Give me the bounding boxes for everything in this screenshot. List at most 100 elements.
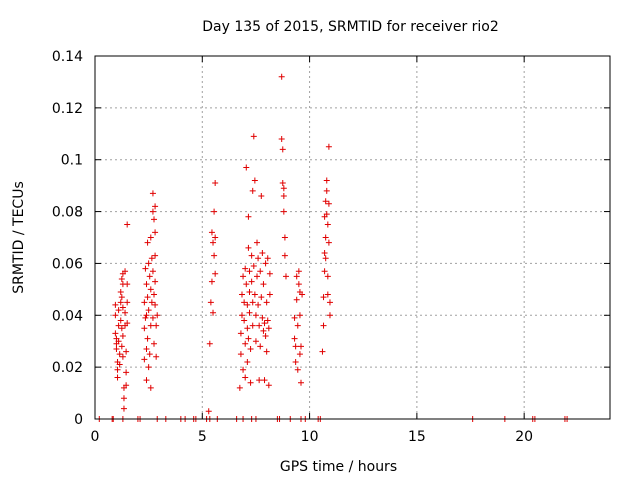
data-point xyxy=(255,255,262,262)
data-point xyxy=(251,177,258,184)
data-point xyxy=(298,379,304,386)
data-point xyxy=(265,325,272,332)
data-point xyxy=(117,299,124,306)
data-point xyxy=(323,177,330,184)
data-point xyxy=(114,374,121,381)
data-point xyxy=(143,377,150,384)
data-point xyxy=(145,364,152,371)
data-point xyxy=(263,299,270,306)
data-point xyxy=(266,291,273,298)
data-point xyxy=(245,213,252,220)
data-point xyxy=(256,377,263,384)
data-point xyxy=(206,340,213,347)
data-point xyxy=(149,314,156,321)
data-point xyxy=(149,208,156,215)
y-tick-label: 0 xyxy=(74,412,83,428)
y-tick-label: 0.12 xyxy=(52,101,83,117)
data-point xyxy=(115,322,122,329)
data-point xyxy=(324,221,331,228)
data-point xyxy=(145,260,152,267)
data-point xyxy=(322,198,329,205)
data-point xyxy=(123,348,130,355)
data-point xyxy=(280,193,287,200)
data-point xyxy=(115,338,122,345)
data-point xyxy=(120,395,127,402)
data-point xyxy=(261,320,268,327)
data-point xyxy=(152,203,159,210)
data-point xyxy=(246,309,253,316)
data-point xyxy=(254,239,261,246)
data-point xyxy=(252,338,259,345)
data-point xyxy=(259,250,266,257)
data-point xyxy=(244,301,251,308)
data-point xyxy=(261,377,268,384)
data-point xyxy=(143,312,150,319)
y-tick-label: 0.02 xyxy=(52,360,83,376)
data-point xyxy=(279,146,286,153)
data-point xyxy=(291,335,298,342)
data-point xyxy=(324,273,331,280)
data-point xyxy=(282,273,289,280)
grid-lines xyxy=(95,56,610,419)
data-point xyxy=(241,299,248,306)
data-point xyxy=(148,299,155,306)
data-point xyxy=(298,343,304,350)
data-point xyxy=(240,366,247,373)
data-point xyxy=(244,358,251,365)
data-point xyxy=(118,325,125,332)
data-point xyxy=(238,291,245,298)
data-point xyxy=(294,322,301,329)
data-point xyxy=(262,260,269,267)
data-point xyxy=(124,299,131,306)
x-tick-label: 15 xyxy=(408,429,426,445)
data-point xyxy=(123,382,130,389)
data-point xyxy=(323,211,330,218)
data-point xyxy=(292,358,299,365)
data-point xyxy=(278,73,285,80)
data-point xyxy=(123,369,130,376)
data-point xyxy=(281,234,288,241)
x-tick-label: 5 xyxy=(198,429,207,445)
data-point xyxy=(141,299,148,306)
data-point xyxy=(149,268,156,275)
data-point xyxy=(144,335,151,342)
plot-frame xyxy=(94,55,611,420)
data-point xyxy=(255,301,262,308)
data-point xyxy=(117,317,124,324)
data-point xyxy=(151,291,158,298)
data-point xyxy=(120,405,127,412)
data-point xyxy=(250,133,257,140)
data-point xyxy=(324,291,331,298)
data-point xyxy=(144,239,151,246)
data-point xyxy=(243,164,250,171)
data-point xyxy=(151,340,158,347)
data-point xyxy=(147,286,154,293)
data-point xyxy=(246,268,253,275)
data-point xyxy=(280,208,287,215)
data-point xyxy=(280,185,287,192)
data-point xyxy=(242,340,249,347)
data-point xyxy=(248,278,255,285)
y-tick-label: 0.04 xyxy=(52,308,83,324)
data-point xyxy=(112,312,119,319)
data-point xyxy=(295,281,302,288)
data-point xyxy=(244,325,251,332)
data-point xyxy=(246,288,253,295)
data-point xyxy=(322,255,329,262)
data-point xyxy=(240,273,247,280)
data-point xyxy=(248,252,255,259)
data-point xyxy=(238,312,245,319)
data-point xyxy=(299,291,306,298)
data-point xyxy=(258,294,265,301)
data-point xyxy=(293,273,300,280)
y-tick-labels: 0 0.02 0.04 0.06 0.08 0.1 0.12 0.14 xyxy=(52,49,83,428)
data-point xyxy=(116,361,123,368)
data-point xyxy=(281,252,288,259)
data-point xyxy=(326,312,333,319)
y-axis-label: SRMTID / TECUs xyxy=(11,181,27,294)
data-point xyxy=(153,322,160,329)
data-point xyxy=(292,343,299,350)
data-point xyxy=(257,268,264,275)
data-point xyxy=(116,351,123,358)
